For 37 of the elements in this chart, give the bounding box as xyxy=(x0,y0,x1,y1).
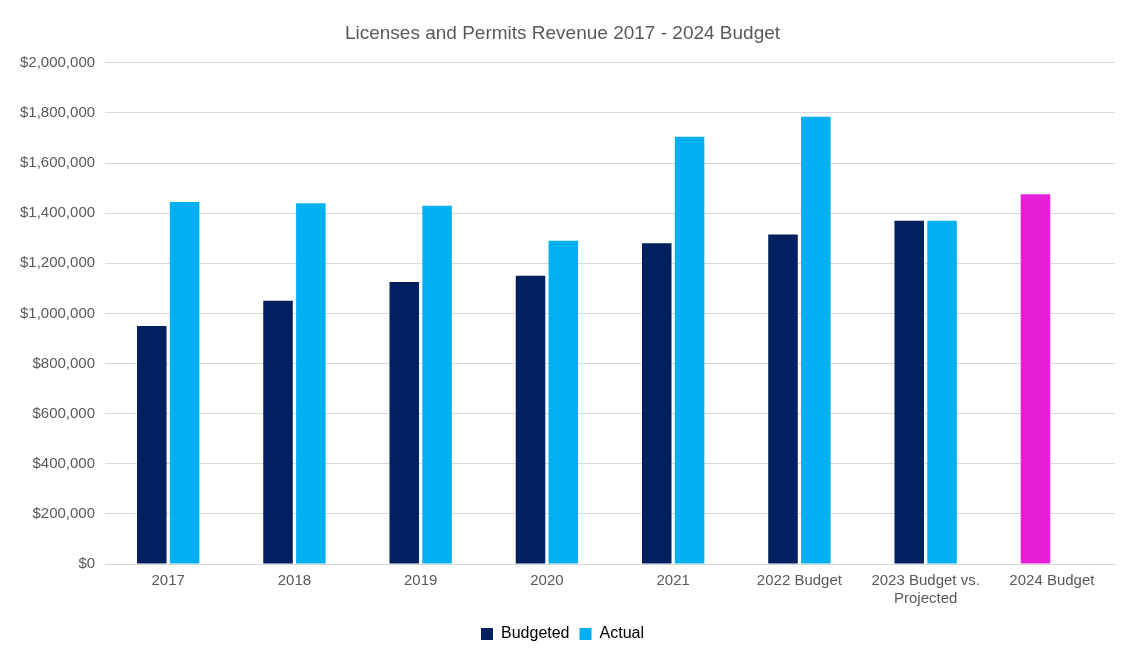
chart-title: Licenses and Permits Revenue 2017 - 2024 Budget xyxy=(344,21,781,43)
y-tick-label: $400,000 xyxy=(32,453,96,471)
x-tick-label: 2017 xyxy=(151,571,185,589)
y-tick-label: $0 xyxy=(78,554,96,572)
y-tick-label: $1,000,000 xyxy=(20,303,96,321)
legend-label: Budgeted xyxy=(501,624,570,642)
bar xyxy=(548,240,579,564)
legend-label: Actual xyxy=(599,624,644,642)
x-tick-label: 2021 xyxy=(656,571,690,589)
y-tick-label: $600,000 xyxy=(32,403,96,421)
y-tick-label: $1,600,000 xyxy=(20,153,96,171)
bar xyxy=(894,220,924,564)
y-tick-label: $2,000,000 xyxy=(20,52,96,70)
x-tick-label: 2018 xyxy=(277,571,312,589)
y-tick-label: $1,800,000 xyxy=(20,103,96,121)
bar xyxy=(1020,194,1051,564)
bar xyxy=(296,203,326,564)
y-tick-label: $1,400,000 xyxy=(20,203,96,221)
bar xyxy=(169,201,200,564)
x-tick-label: 2024 Budget xyxy=(1009,571,1096,589)
x-tick-label: 2023 Budget vs. Projected xyxy=(871,571,980,607)
y-tick-label: $200,000 xyxy=(32,504,96,522)
y-tick-label: $1,200,000 xyxy=(20,253,96,271)
bar xyxy=(641,243,672,564)
y-tick-label: $800,000 xyxy=(32,353,96,371)
x-tick-label: 2019 xyxy=(403,571,438,589)
bar xyxy=(674,136,705,564)
bar xyxy=(515,275,546,564)
x-tick-label: 2022 Budget xyxy=(756,571,843,589)
bar xyxy=(389,282,420,564)
bar xyxy=(263,300,293,564)
bar xyxy=(422,205,452,564)
bar xyxy=(927,220,957,564)
x-tick-label: 2020 xyxy=(530,571,564,589)
bar xyxy=(801,116,831,564)
bar xyxy=(768,234,798,564)
bar xyxy=(137,325,167,564)
